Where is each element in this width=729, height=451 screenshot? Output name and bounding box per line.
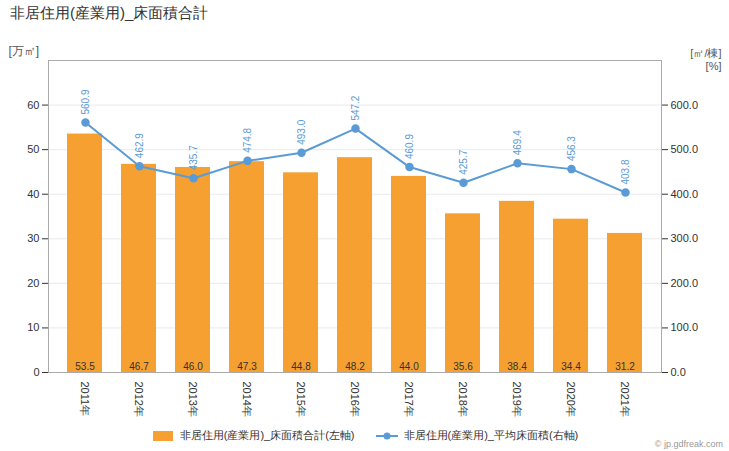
svg-text:435.7: 435.7: [188, 145, 199, 170]
svg-text:493.0: 493.0: [296, 119, 307, 144]
svg-text:0.0: 0.0: [671, 366, 686, 378]
svg-text:0: 0: [33, 366, 39, 378]
svg-text:50: 50: [27, 143, 39, 155]
html-text:非居住用(産業用)_床面積合計(左軸): 非居住用(産業用)_床面積合計(左軸): [179, 429, 355, 441]
svg-text:35.6: 35.6: [453, 361, 473, 372]
svg-text:456.3: 456.3: [566, 136, 577, 161]
svg-text:34.4: 34.4: [561, 361, 581, 372]
svg-text:2021年: 2021年: [619, 382, 631, 417]
svg-text:40: 40: [27, 188, 39, 200]
svg-text:48.2: 48.2: [345, 361, 365, 372]
svg-text:30: 30: [27, 232, 39, 244]
svg-text:2013年: 2013年: [187, 382, 199, 417]
svg-text:2015年: 2015年: [295, 382, 307, 417]
svg-text:2020年: 2020年: [565, 382, 577, 417]
svg-text:[万㎡]: [万㎡]: [9, 44, 40, 58]
svg-text:60: 60: [27, 99, 39, 111]
svg-text:200.0: 200.0: [671, 277, 699, 289]
svg-text:2016年: 2016年: [349, 382, 361, 417]
svg-text:469.4: 469.4: [512, 130, 523, 155]
svg-text:38.4: 38.4: [507, 361, 527, 372]
html-text:非居住用(産業用)_平均床面積(右軸): 非居住用(産業用)_平均床面積(右軸): [403, 429, 579, 441]
svg-text:[%]: [%]: [706, 60, 722, 72]
svg-text:2014年: 2014年: [241, 382, 253, 417]
svg-text:460.9: 460.9: [404, 134, 415, 159]
svg-text:47.3: 47.3: [237, 361, 257, 372]
svg-text:403.8: 403.8: [620, 159, 631, 184]
svg-text:53.5: 53.5: [75, 361, 95, 372]
svg-text:462.9: 462.9: [134, 133, 145, 158]
svg-text:10: 10: [27, 321, 39, 333]
svg-text:100.0: 100.0: [671, 321, 699, 333]
svg-text:2012年: 2012年: [133, 382, 145, 417]
svg-text:2017年: 2017年: [403, 382, 415, 417]
svg-text:31.2: 31.2: [615, 361, 635, 372]
svg-text:300.0: 300.0: [671, 232, 699, 244]
svg-text:2018年: 2018年: [457, 382, 469, 417]
svg-text:2019年: 2019年: [511, 382, 523, 417]
svg-text:500.0: 500.0: [671, 143, 699, 155]
svg-text:2011年: 2011年: [79, 382, 91, 417]
svg-text:44.8: 44.8: [291, 361, 311, 372]
svg-text:46.7: 46.7: [129, 361, 149, 372]
svg-text:[㎡/棟]: [㎡/棟]: [690, 47, 721, 59]
svg-text:560.9: 560.9: [80, 89, 91, 114]
svg-text:46.0: 46.0: [183, 361, 203, 372]
svg-text:44.0: 44.0: [399, 361, 419, 372]
svg-text:20: 20: [27, 277, 39, 289]
html-text:非居住用(産業用)_床面積合計: 非居住用(産業用)_床面積合計: [10, 4, 209, 21]
svg-text:547.2: 547.2: [350, 95, 361, 120]
svg-text:400.0: 400.0: [671, 188, 699, 200]
svg-text:600.0: 600.0: [671, 99, 699, 111]
svg-text:474.8: 474.8: [242, 127, 253, 152]
html-text:© jp.gdfreak.com: © jp.gdfreak.com: [654, 439, 723, 449]
svg-text:425.7: 425.7: [458, 149, 469, 174]
